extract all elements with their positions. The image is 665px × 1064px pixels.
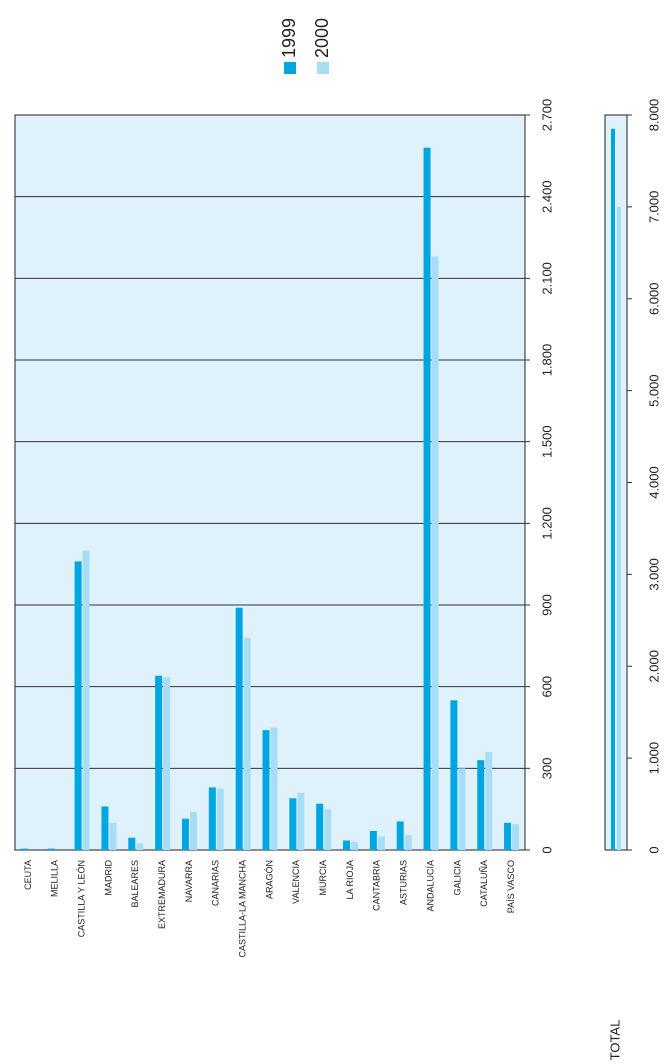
legend-swatch	[317, 62, 329, 74]
x-tick-label: LA RIOJA	[345, 860, 355, 900]
bar	[512, 824, 520, 850]
bar	[181, 818, 189, 850]
x-tick-label: ASTURIAS	[399, 860, 409, 905]
bar	[163, 677, 171, 850]
bar	[243, 637, 251, 850]
bar	[450, 700, 458, 850]
y-tick-label: 1.200	[539, 507, 554, 540]
y-tick-label: 8.000	[646, 99, 661, 132]
bar	[235, 607, 243, 850]
bar	[101, 806, 109, 850]
bar	[47, 848, 55, 850]
y-tick-label: 0	[646, 846, 661, 853]
bar	[270, 727, 278, 850]
bar	[504, 822, 512, 850]
y-tick-label: 2.000	[646, 650, 661, 683]
y-tick-label: 7.000	[646, 191, 661, 224]
x-tick-label: ANDALUCÍA	[425, 860, 435, 912]
x-tick-label: VALENCIA	[291, 860, 301, 904]
bar	[343, 840, 351, 850]
bar	[485, 752, 493, 850]
plot-area	[14, 114, 526, 851]
y-tick-label: 3.000	[646, 558, 661, 591]
bar	[324, 809, 332, 850]
x-tick-label: MURCIA	[318, 860, 328, 896]
legend-swatch	[284, 62, 296, 74]
bar	[289, 798, 297, 850]
x-tick-label: ARAGÓN	[264, 860, 274, 899]
y-tick-label: 6.000	[646, 282, 661, 315]
bar	[262, 730, 270, 850]
x-tick-label: NAVARRA	[184, 860, 194, 902]
bar	[189, 811, 197, 850]
x-tick-label: GALICIA	[452, 860, 462, 896]
y-tick-label: 1.800	[539, 344, 554, 377]
bar	[611, 128, 615, 850]
bar	[351, 841, 359, 850]
bar	[216, 788, 224, 850]
x-tick-label: CASTILLA Y LEÓN	[76, 860, 86, 937]
y-tick-label: 300	[539, 757, 554, 779]
y-tick-label: 900	[539, 594, 554, 616]
x-tick-label: CANARIAS	[211, 860, 221, 906]
bar	[208, 787, 216, 850]
x-tick-label: MADRID	[103, 860, 113, 896]
y-tick-label: 600	[539, 676, 554, 698]
legend-label: 2000	[312, 18, 332, 58]
bar	[136, 843, 144, 850]
x-tick-label: PAÍS VASCO	[506, 860, 516, 913]
bar	[369, 830, 377, 850]
plot-area	[604, 114, 628, 851]
bar	[155, 675, 163, 850]
y-tick-label: 2.100	[539, 262, 554, 295]
bar	[377, 836, 385, 850]
x-tick-label: EXTREMADURA	[157, 860, 167, 929]
bar	[431, 256, 439, 850]
y-tick-label: 2.400	[539, 180, 554, 213]
y-tick-label: 4.000	[646, 466, 661, 499]
y-tick-label: 2.700	[539, 99, 554, 132]
x-tick-label: CANTABRIA	[372, 860, 382, 911]
x-tick-label: CATALUÑA	[479, 860, 489, 907]
y-tick-label: 1.000	[646, 742, 661, 775]
bar	[617, 206, 621, 850]
y-tick-label: 1.500	[539, 425, 554, 458]
x-tick-label: CASTILLA-LA MANCHA	[238, 860, 248, 958]
x-tick-label: CEUTA	[23, 860, 33, 890]
y-tick-label: 0	[539, 846, 554, 853]
bar	[109, 822, 117, 850]
x-tick-label: BALEARES	[130, 860, 140, 908]
bar	[404, 835, 412, 850]
bar	[297, 792, 305, 850]
bar	[20, 848, 28, 850]
legend-label: 1999	[279, 18, 299, 58]
bar	[396, 821, 404, 850]
x-tick-label: MELILLA	[50, 860, 60, 897]
bar	[128, 837, 136, 850]
bar	[423, 147, 431, 850]
bar	[477, 760, 485, 850]
bar	[316, 803, 324, 850]
x-tick-label: TOTAL	[607, 1020, 622, 1061]
bar	[458, 768, 466, 850]
y-tick-label: 5.000	[646, 374, 661, 407]
bar	[74, 561, 82, 850]
bar	[82, 550, 90, 850]
